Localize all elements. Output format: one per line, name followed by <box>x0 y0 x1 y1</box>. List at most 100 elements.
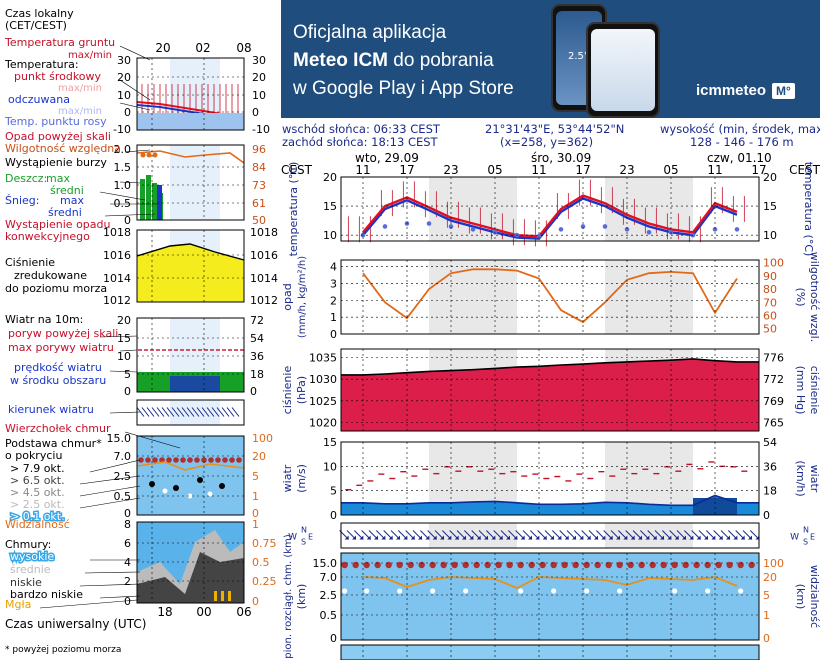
legend-pressure-line <box>136 243 245 261</box>
wind-arrow-head <box>564 535 569 540</box>
legend-temp-ytick: 0 <box>124 106 131 119</box>
app-banner[interactable]: Oficjalna aplikacja Meteo ICM do pobrani… <box>281 0 820 118</box>
legend-rain-mean: średni <box>50 184 84 197</box>
night-shade <box>605 260 693 334</box>
hour-tick: 05 <box>663 163 678 177</box>
precip-ylabel-1: opad <box>281 283 294 310</box>
banner-line-2: Meteo ICM do pobrania <box>293 50 494 72</box>
cloud-base-dot <box>462 561 469 569</box>
legend-wind-arrow <box>166 407 175 417</box>
cloud-base-dot <box>572 561 579 569</box>
day-label: czw, 01.10 <box>707 151 772 165</box>
compass-n-right: N <box>803 526 809 535</box>
cbase-ytick: 2.5 <box>320 589 338 602</box>
compass-w-right: W <box>790 533 799 543</box>
sunset: zachód słońca: 18:13 CEST <box>282 135 438 149</box>
legend-cbase-bg <box>137 436 244 515</box>
legend-night <box>170 400 220 425</box>
legend-press-ytick-r: 1014 <box>250 272 278 285</box>
utc-hour-tick: 00 <box>196 605 211 619</box>
banner-line-2-rest: do pobrania <box>388 50 494 71</box>
legend-cbase-white <box>162 488 168 494</box>
local-time-sub: (CET/CEST) <box>5 19 67 32</box>
cloud-base-dot-low <box>584 588 590 594</box>
cloud-base-dot-low <box>705 588 711 594</box>
legend-precip-above: Opad powyżej skali <box>5 130 111 143</box>
legend-wind-10m: Wiatr na 10m: <box>5 313 83 326</box>
legend-cloud-mid-label: średnie <box>10 563 51 576</box>
wind-arrow-head <box>594 535 598 540</box>
vis-ylabel: widzialność <box>808 565 820 628</box>
wind-arrow-head <box>447 535 452 540</box>
legend-cbase-ytick-r: 0 <box>252 507 259 520</box>
cloud-base-dot <box>385 561 392 569</box>
cloud-base-dot-low <box>342 588 348 594</box>
temp-ylabel: temperatura (°C) <box>287 162 300 257</box>
legend-rain-max: max <box>46 172 70 185</box>
legend-clouds: Chmury: <box>5 538 51 551</box>
legend-storm-dot <box>140 152 146 158</box>
panel-frame <box>340 522 760 549</box>
panel-frame <box>340 259 760 335</box>
legend-precip-ytick: 1.0 <box>114 179 132 192</box>
legend-okt-2: > 4.5 okt. <box>10 486 65 499</box>
dew-point-mark <box>646 229 652 235</box>
wind-arrow-head <box>638 535 642 540</box>
cloud-base-dot <box>528 561 535 569</box>
legend-press-ytick-r: 1018 <box>250 226 278 239</box>
wind-arrow-head <box>608 535 613 540</box>
wind-ytick-r: 54 <box>763 436 777 449</box>
compass-s-right: S <box>803 538 808 547</box>
legend-cbase-ytick: 0 <box>124 507 131 520</box>
cloud-base-dot <box>748 561 755 569</box>
local-time-label: Czas lokalny <box>5 7 74 20</box>
panel-frame <box>340 348 760 432</box>
cloud-base-dot-low <box>430 588 436 594</box>
wind-arrow-head <box>718 535 723 540</box>
wind-arrow-head <box>726 535 730 540</box>
legend-wind-arrow <box>136 407 145 417</box>
local-hour-tick: 20 <box>155 41 170 55</box>
legend-leader <box>109 411 141 414</box>
local-hour-tick: 08 <box>236 41 251 55</box>
legend-fog-bar <box>221 591 224 601</box>
banner-line-1: Oficjalna aplikacja <box>293 22 447 43</box>
legend-pressure-area <box>137 244 244 302</box>
compass-e-right: E <box>810 533 815 542</box>
banner-line-3: w Google Play i App Store <box>293 78 514 99</box>
cloud-base-dot <box>407 561 414 569</box>
wind-arrow-head <box>403 535 408 540</box>
legend-visibility: Widzialność <box>5 518 70 531</box>
cloud-base-dot-low <box>463 588 469 594</box>
cloud-base-dot <box>506 561 513 569</box>
legend-wind-arrow <box>211 407 220 417</box>
cloud-base-dot-low <box>518 588 524 594</box>
legend-cbase-dot <box>222 457 228 463</box>
legend-temp-ytick-r: 30 <box>252 54 266 67</box>
legend-temp-ytick: 10 <box>117 89 131 102</box>
cloud-base-dot <box>594 561 601 569</box>
cloud-base-dot-low <box>551 588 557 594</box>
dew-point-mark <box>712 227 718 232</box>
cloud-base-dot <box>352 561 359 569</box>
legend-press-ytick: 1012 <box>103 294 131 307</box>
wind-arrow-head <box>579 535 584 540</box>
wind-ytick: 10 <box>323 460 337 473</box>
legend-press-ytick: 1016 <box>103 249 131 262</box>
legend-utc: Czas uniwersalny (UTC) <box>5 617 146 631</box>
legend-leader <box>109 370 138 373</box>
wind-arrow-head <box>696 535 701 540</box>
legend-humidity: Wilgotność względna <box>5 142 121 155</box>
visibility-line <box>362 576 738 589</box>
legend-wind-ytick-r: 72 <box>250 314 264 327</box>
cloud-base-dot <box>616 561 623 569</box>
legend-cbase-black <box>173 485 179 491</box>
wind-arrow-head <box>425 535 430 540</box>
legend-temp-ytick: 30 <box>117 54 131 67</box>
legend-cbase-dot <box>236 457 242 463</box>
wind-arrow-head <box>572 535 576 540</box>
legend-leader <box>89 459 141 473</box>
hour-tick: 11 <box>707 163 722 177</box>
cloud-base-dot <box>660 561 667 569</box>
legend-temp-ytick: 20 <box>117 71 131 84</box>
